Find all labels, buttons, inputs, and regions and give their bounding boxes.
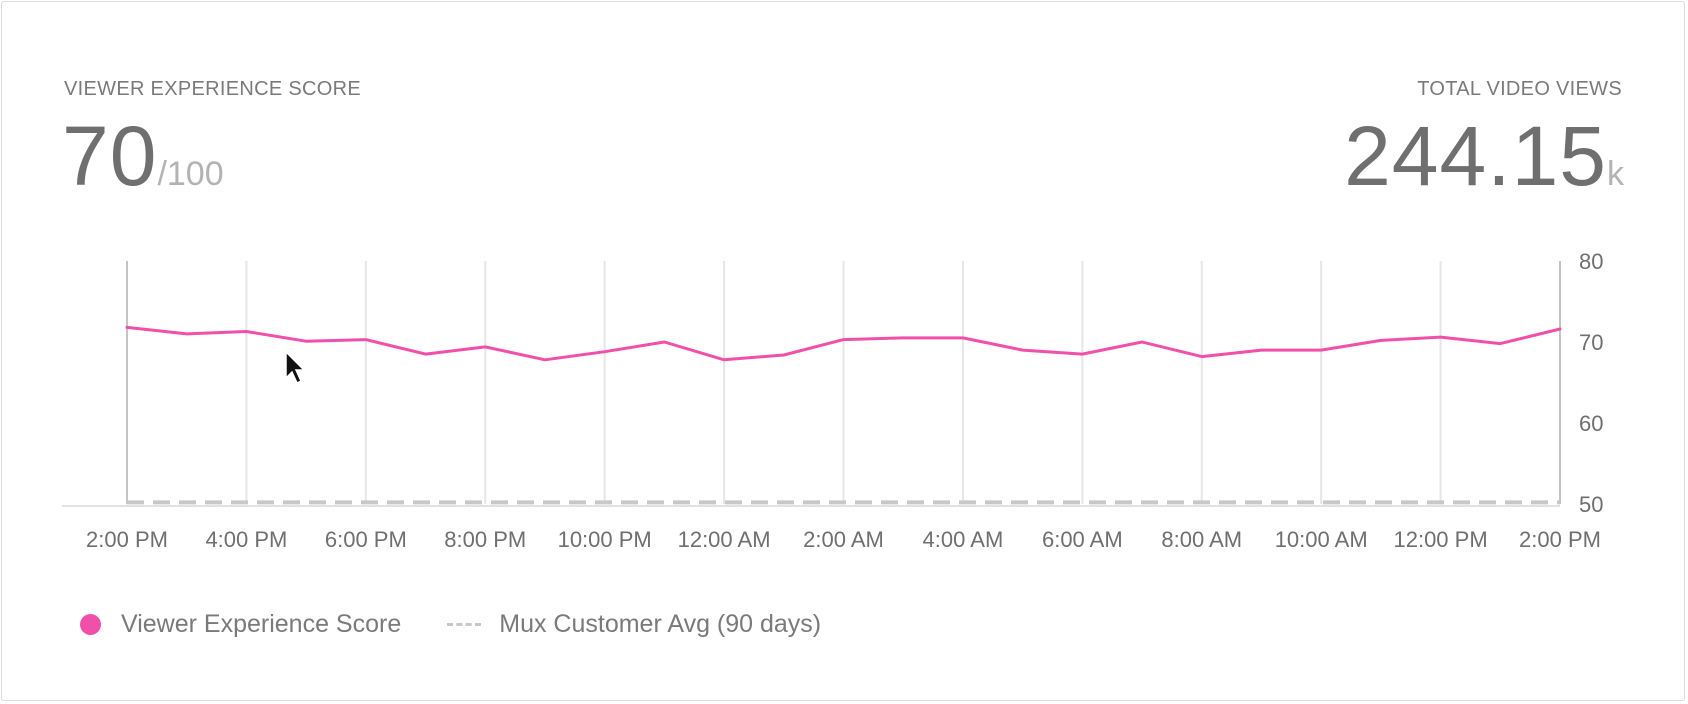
views-label: TOTAL VIDEO VIEWS [1417, 78, 1622, 100]
y-tick-label: 70 [1579, 330, 1603, 355]
legend-label-average: Mux Customer Avg (90 days) [499, 610, 822, 638]
views-number: 244.15 [1344, 109, 1607, 203]
score-value: 70/100 [62, 108, 224, 204]
legend-dot-icon [80, 614, 101, 635]
x-tick-label: 10:00 PM [558, 527, 652, 552]
mouse-pointer-icon [285, 350, 306, 385]
x-tick-label: 10:00 AM [1275, 527, 1368, 552]
y-tick-label: 60 [1579, 411, 1603, 436]
x-tick-label: 2:00 PM [1519, 527, 1601, 552]
chart-legend: Viewer Experience Score Mux Customer Avg… [80, 610, 867, 639]
x-tick-label: 2:00 AM [803, 527, 884, 552]
x-tick-label: 12:00 AM [678, 527, 771, 552]
x-tick-label: 8:00 PM [444, 527, 526, 552]
score-label: VIEWER EXPERIENCE SCORE [64, 78, 361, 100]
y-tick-label: 80 [1579, 249, 1603, 274]
x-tick-label: 4:00 AM [923, 527, 1004, 552]
x-tick-label: 8:00 AM [1161, 527, 1242, 552]
legend-label-score: Viewer Experience Score [121, 610, 402, 638]
x-tick-label: 6:00 PM [325, 527, 407, 552]
series-line-viewer-experience-score [125, 325, 1562, 362]
score-number: 70 [62, 109, 158, 203]
legend-item-average[interactable]: Mux Customer Avg (90 days) [447, 610, 821, 639]
x-tick-label: 2:00 PM [86, 527, 168, 552]
legend-item-score[interactable]: Viewer Experience Score [80, 610, 401, 639]
x-tick-label: 6:00 AM [1042, 527, 1123, 552]
views-value: 244.15k [1344, 108, 1624, 204]
score-max: /100 [157, 155, 224, 193]
views-unit: k [1607, 155, 1624, 193]
legend-dash-icon [447, 623, 482, 626]
x-tick-label: 12:00 PM [1393, 527, 1487, 552]
x-tick-label: 4:00 PM [205, 527, 287, 552]
y-tick-label: 50 [1579, 492, 1603, 517]
